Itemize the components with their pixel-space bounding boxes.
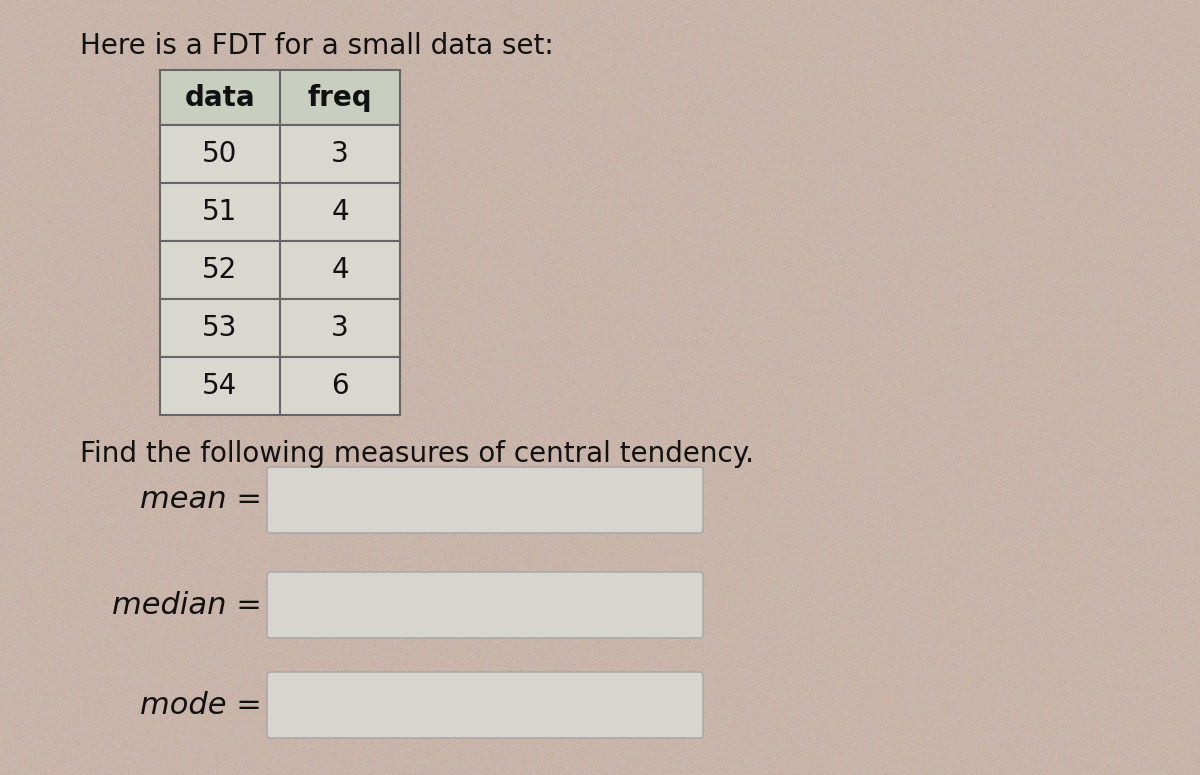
FancyBboxPatch shape (160, 70, 400, 125)
Text: 3: 3 (331, 314, 349, 342)
FancyBboxPatch shape (266, 672, 703, 738)
Text: 4: 4 (331, 256, 349, 284)
Text: 3: 3 (331, 140, 349, 168)
FancyBboxPatch shape (160, 299, 400, 357)
FancyBboxPatch shape (160, 241, 400, 299)
Text: mean =: mean = (140, 485, 262, 515)
Text: 53: 53 (203, 314, 238, 342)
Text: 51: 51 (203, 198, 238, 226)
FancyBboxPatch shape (160, 357, 400, 415)
Text: 52: 52 (203, 256, 238, 284)
Text: 6: 6 (331, 372, 349, 400)
Text: 50: 50 (203, 140, 238, 168)
Text: Find the following measures of central tendency.: Find the following measures of central t… (80, 440, 754, 468)
Text: data: data (185, 84, 256, 112)
Text: median =: median = (113, 591, 262, 619)
FancyBboxPatch shape (266, 572, 703, 638)
FancyBboxPatch shape (266, 467, 703, 533)
Text: freq: freq (307, 84, 372, 112)
FancyBboxPatch shape (160, 125, 400, 183)
Text: mode =: mode = (140, 691, 262, 719)
FancyBboxPatch shape (160, 183, 400, 241)
Text: 54: 54 (203, 372, 238, 400)
Text: 4: 4 (331, 198, 349, 226)
Text: Here is a FDT for a small data set:: Here is a FDT for a small data set: (80, 32, 553, 60)
